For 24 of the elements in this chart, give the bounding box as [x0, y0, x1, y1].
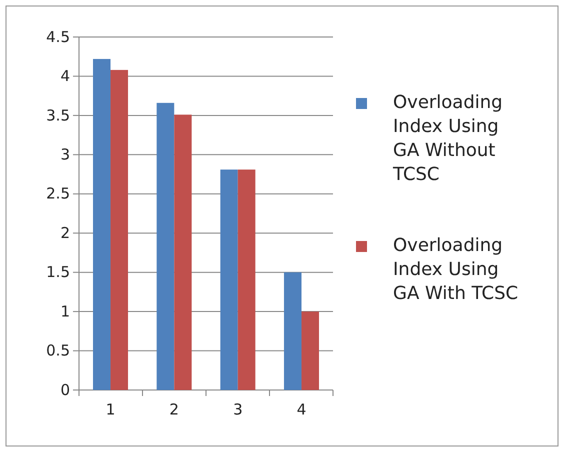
x-tick-label: 4 — [296, 400, 306, 419]
y-tick-label: 2.5 — [46, 184, 70, 203]
legend-label: Overloading Index Using GA Without TCSC — [392, 92, 503, 185]
y-tick-label: 0 — [60, 380, 70, 399]
bar — [110, 70, 128, 390]
bar — [93, 58, 111, 390]
bar — [156, 102, 174, 390]
bar — [220, 170, 238, 390]
y-tick-label: 4.5 — [46, 28, 70, 46]
y-tick-label: 1.5 — [46, 263, 70, 282]
y-tick-label: 4 — [60, 67, 70, 86]
x-tick-label: 3 — [233, 400, 243, 419]
y-tick-label: 0.5 — [46, 342, 70, 360]
x-tick-label: 2 — [169, 400, 179, 419]
y-tick-label: 3 — [60, 145, 70, 164]
y-tick-label: 2 — [60, 224, 70, 242]
bar — [238, 170, 256, 390]
legend-label: Overloading Index Using GA With TCSC — [393, 235, 518, 304]
bar — [284, 272, 302, 390]
y-tick-label: 3.5 — [46, 106, 70, 124]
x-tick-label: 1 — [106, 400, 116, 419]
y-tick-label: 1 — [60, 302, 70, 320]
bar — [301, 312, 319, 390]
bar — [174, 114, 192, 390]
